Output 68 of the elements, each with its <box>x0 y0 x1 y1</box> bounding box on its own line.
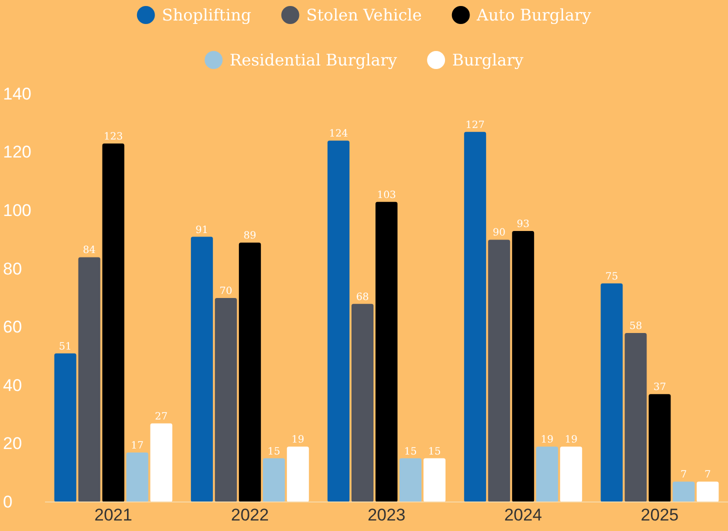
data-label: 93 <box>516 218 530 230</box>
data-label: 27 <box>154 411 168 422</box>
bar <box>536 446 558 502</box>
bar <box>78 257 100 502</box>
data-label: 127 <box>466 120 485 131</box>
data-label: 19 <box>540 434 554 446</box>
x-tick-label: 2022 <box>230 505 269 524</box>
legend-label: Auto Burglary <box>476 6 592 25</box>
bar <box>126 452 148 502</box>
data-label: 7 <box>680 470 687 481</box>
x-tick-label: 2021 <box>94 505 132 524</box>
data-label: 89 <box>244 230 256 242</box>
legend-label: Residential Burglary <box>230 50 398 70</box>
bar <box>560 446 582 502</box>
y-tick-label: 100 <box>3 201 32 220</box>
data-label: 51 <box>58 341 72 352</box>
bar <box>424 458 446 502</box>
bar <box>262 458 285 502</box>
bar <box>150 423 172 502</box>
x-tick-label: 2025 <box>640 505 679 524</box>
bar <box>102 144 124 502</box>
bar <box>328 140 350 502</box>
data-label: 37 <box>653 382 666 394</box>
legend-label: Shoplifting <box>162 6 252 25</box>
data-label: 15 <box>428 446 441 458</box>
x-tick-label: 2023 <box>368 505 406 524</box>
bar <box>238 242 261 502</box>
data-label: 15 <box>268 446 280 458</box>
y-tick-label: 40 <box>3 376 22 395</box>
bar <box>190 236 213 502</box>
data-label: 90 <box>492 228 506 239</box>
bar <box>600 283 623 502</box>
bar <box>214 298 237 502</box>
bar <box>696 482 719 502</box>
data-label: 17 <box>130 440 144 452</box>
y-tick-label: 60 <box>3 318 22 337</box>
y-tick-label: 0 <box>3 492 12 512</box>
data-label: 58 <box>629 320 642 332</box>
legend-label: Burglary <box>452 50 524 70</box>
data-label: 103 <box>376 190 396 201</box>
data-label: 15 <box>404 446 417 458</box>
bar <box>672 482 695 502</box>
data-label: 84 <box>82 245 96 256</box>
bar <box>464 132 486 502</box>
bar <box>54 353 76 502</box>
data-label: 19 <box>292 434 304 446</box>
bar <box>624 332 647 502</box>
data-label: 124 <box>328 128 348 140</box>
bar <box>352 304 374 502</box>
data-label: 19 <box>564 434 578 446</box>
legend-label: Stolen Vehicle <box>306 6 422 25</box>
y-tick-label: 80 <box>3 259 22 278</box>
y-tick-label: 140 <box>3 84 32 104</box>
data-label: 70 <box>220 286 232 297</box>
data-label: 68 <box>356 292 369 303</box>
y-tick-label: 20 <box>3 434 22 454</box>
data-label: 7 <box>704 470 711 481</box>
bar <box>400 458 422 502</box>
bar <box>286 446 309 502</box>
bar <box>648 394 671 502</box>
data-label: 123 <box>104 132 123 143</box>
bar <box>488 240 510 502</box>
x-tick-label: 2024 <box>504 505 542 524</box>
data-label: 75 <box>605 271 618 282</box>
data-label: 91 <box>196 224 208 236</box>
bar <box>376 202 398 502</box>
y-tick-label: 120 <box>3 142 32 162</box>
bar <box>512 230 534 502</box>
